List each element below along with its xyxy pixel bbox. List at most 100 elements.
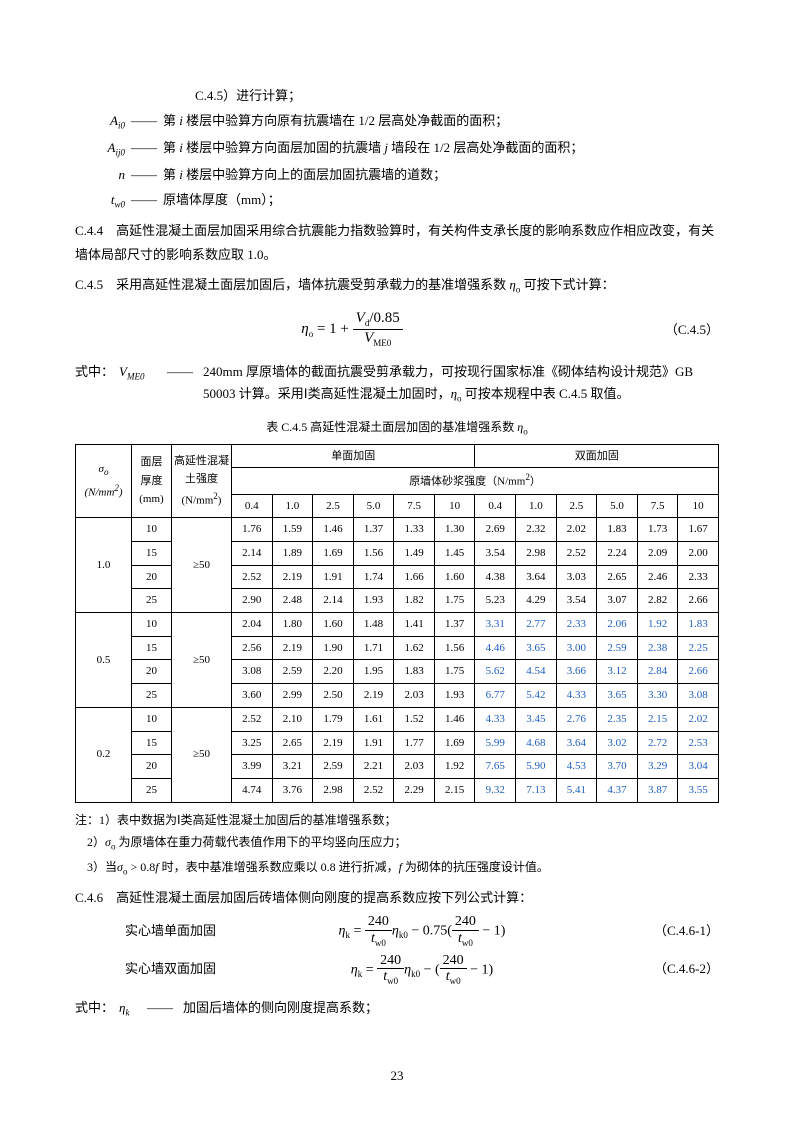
value-cell: 1.92: [434, 755, 475, 779]
value-cell: 1.56: [353, 542, 394, 566]
value-cell: 1.62: [394, 636, 435, 660]
value-cell: 5.62: [475, 660, 516, 684]
col-header: 5.0: [597, 494, 638, 518]
thickness-cell: 25: [132, 684, 172, 708]
value-cell: 1.74: [353, 565, 394, 589]
eq-c461: 实心墙单面加固 ηk = 240tw0ηk0 − 0.75(240tw0 − 1…: [75, 914, 719, 948]
value-cell: 2.02: [556, 518, 597, 542]
value-cell: 3.66: [556, 660, 597, 684]
thickness-cell: 15: [132, 731, 172, 755]
eq-num-1: （C.4.6-1）: [619, 920, 719, 942]
col-header: 0.4: [475, 494, 516, 518]
value-cell: 4.29: [516, 589, 557, 613]
value-cell: 2.52: [353, 778, 394, 802]
value-cell: 1.30: [434, 518, 475, 542]
value-cell: 2.21: [353, 755, 394, 779]
def-text: 原墙体厚度（mm）；: [163, 189, 719, 213]
value-cell: 1.93: [353, 589, 394, 613]
value-cell: 1.76: [232, 518, 273, 542]
value-cell: 2.19: [272, 636, 313, 660]
value-cell: 2.03: [394, 755, 435, 779]
value-cell: 2.98: [516, 542, 557, 566]
value-cell: 2.56: [232, 636, 273, 660]
def-continuation: C.4.5）进行计算；: [195, 85, 719, 107]
value-cell: 3.08: [678, 684, 719, 708]
definition-line: Aij0——第 i 楼层中验算方向面层加固的抗震墙 j 墙段在 1/2 层高处净…: [75, 137, 719, 161]
def-text: 第 i 楼层中验算方向原有抗震墙在 1/2 层高处净截面的面积；: [163, 110, 719, 134]
col-header: 7.5: [637, 494, 678, 518]
table-notes: 注：1）表中数据为Ⅰ类高延性混凝土加固后的基准增强系数； 2）σo 为原墙体在重…: [75, 809, 719, 881]
value-cell: 1.67: [678, 518, 719, 542]
table-row: 1.010≥501.761.591.461.371.331.302.692.32…: [76, 518, 719, 542]
value-cell: 4.33: [475, 707, 516, 731]
value-cell: 3.54: [556, 589, 597, 613]
value-cell: 1.89: [272, 542, 313, 566]
value-cell: 2.15: [434, 778, 475, 802]
value-cell: 2.66: [678, 589, 719, 613]
value-cell: 1.83: [597, 518, 638, 542]
value-cell: 1.69: [313, 542, 354, 566]
value-cell: 3.08: [232, 660, 273, 684]
value-cell: 3.29: [637, 755, 678, 779]
sigma-cell: 1.0: [76, 518, 132, 613]
value-cell: 2.03: [394, 684, 435, 708]
value-cell: 4.68: [516, 731, 557, 755]
value-cell: 1.73: [637, 518, 678, 542]
definition-line: n——第 i 楼层中验算方向上的面层加固抗震墙的道数；: [75, 164, 719, 186]
where-c46: 式中： ηk —— 加固后墙体的侧向刚度提高系数；: [75, 997, 719, 1021]
value-cell: 4.33: [556, 684, 597, 708]
eq-label-2: 实心墙双面加固: [75, 958, 225, 980]
value-cell: 6.77: [475, 684, 516, 708]
value-cell: 1.92: [637, 613, 678, 637]
formula-body: ηo = 1 + Vd/0.85VME0: [301, 310, 402, 349]
eq-num-2: （C.4.6-2）: [619, 958, 719, 980]
value-cell: 2.98: [313, 778, 354, 802]
thickness-cell: 20: [132, 755, 172, 779]
value-cell: 3.70: [597, 755, 638, 779]
value-cell: 1.33: [394, 518, 435, 542]
thickness-cell: 10: [132, 613, 172, 637]
value-cell: 2.69: [475, 518, 516, 542]
value-cell: 2.06: [597, 613, 638, 637]
value-cell: 2.59: [272, 660, 313, 684]
value-cell: 1.56: [434, 636, 475, 660]
value-cell: 1.91: [313, 565, 354, 589]
value-cell: 1.79: [313, 707, 354, 731]
value-cell: 1.69: [434, 731, 475, 755]
value-cell: 2.14: [313, 589, 354, 613]
value-cell: 5.23: [475, 589, 516, 613]
thickness-cell: 10: [132, 518, 172, 542]
value-cell: 1.46: [313, 518, 354, 542]
value-cell: 2.14: [232, 542, 273, 566]
value-cell: 1.48: [353, 613, 394, 637]
value-cell: 2.00: [678, 542, 719, 566]
value-cell: 4.38: [475, 565, 516, 589]
def-symbol: tw0: [75, 189, 125, 213]
sigma-cell: 0.5: [76, 613, 132, 708]
value-cell: 1.82: [394, 589, 435, 613]
value-cell: 3.45: [516, 707, 557, 731]
para-c46: C.4.6 高延性混凝土面层加固后砖墙体侧向刚度的提高系数应按下列公式计算：: [75, 886, 719, 910]
note-3: 3）当σo > 0.8f 时，表中基准增强系数应乘以 0.8 进行折减，f 为砌…: [75, 856, 719, 880]
value-cell: 3.21: [272, 755, 313, 779]
value-cell: 1.46: [434, 707, 475, 731]
value-cell: 2.59: [313, 755, 354, 779]
value-cell: 1.60: [434, 565, 475, 589]
value-cell: 5.42: [516, 684, 557, 708]
thickness-cell: 15: [132, 636, 172, 660]
eq-c462: 实心墙双面加固 ηk = 240tw0ηk0 − (240tw0 − 1) （C…: [75, 953, 719, 987]
value-cell: 2.02: [678, 707, 719, 731]
value-cell: 3.04: [678, 755, 719, 779]
strength-cell: ≥50: [172, 518, 232, 613]
value-cell: 3.25: [232, 731, 273, 755]
value-cell: 3.65: [597, 684, 638, 708]
value-cell: 3.64: [556, 731, 597, 755]
value-cell: 1.61: [353, 707, 394, 731]
value-cell: 2.52: [232, 565, 273, 589]
value-cell: 2.48: [272, 589, 313, 613]
col-header: 1.0: [516, 494, 557, 518]
formula-c45: ηo = 1 + Vd/0.85VME0 （C.4.5）: [75, 310, 719, 349]
coefficient-table: σo(N/mm2) 面层厚度(mm) 高延性混凝土强度(N/mm2) 单面加固 …: [75, 444, 719, 803]
value-cell: 2.72: [637, 731, 678, 755]
value-cell: 7.13: [516, 778, 557, 802]
